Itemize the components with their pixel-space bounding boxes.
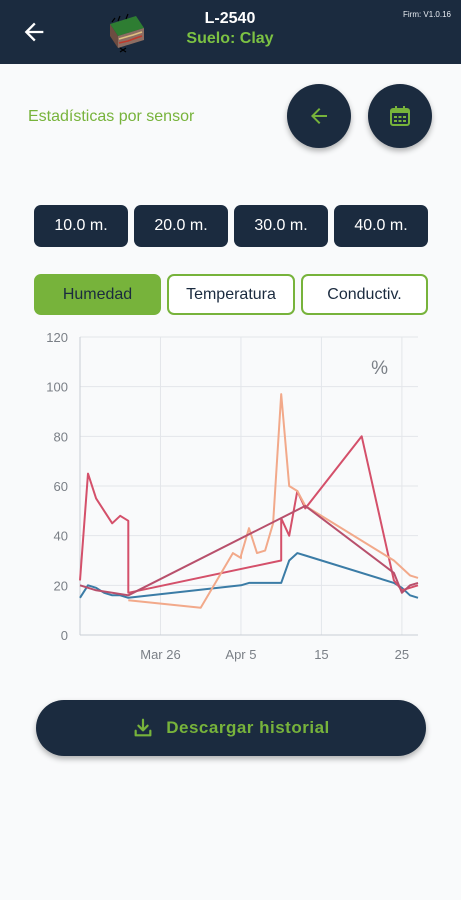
unit-label: % [371, 358, 388, 379]
depth-button-10[interactable]: 10.0 m. [34, 205, 128, 247]
y-tick-label: 20 [54, 578, 68, 593]
y-tick-label: 0 [61, 628, 68, 643]
depth-button-30[interactable]: 30.0 m. [234, 205, 328, 247]
tab-temperatura[interactable]: Temperatura [167, 274, 295, 315]
y-tick-label: 120 [46, 330, 68, 345]
device-title: L-2540 [204, 10, 256, 27]
x-tick-label: Mar 26 [140, 647, 180, 662]
series-line-2 [79, 435, 419, 594]
depth-button-20[interactable]: 20.0 m. [134, 205, 228, 247]
tab-humedad[interactable]: Humedad [34, 274, 161, 315]
calendar-button[interactable] [368, 84, 432, 148]
download-label: Descargar historial [166, 718, 330, 737]
series-line-1 [79, 552, 419, 599]
stats-back-button[interactable] [287, 84, 351, 148]
x-tick-label: Apr 5 [225, 647, 256, 662]
download-icon [134, 718, 152, 737]
y-tick-label: 40 [54, 529, 68, 544]
depth-button-40[interactable]: 40.0 m. [334, 205, 428, 247]
soil-logo-icon [110, 13, 144, 53]
y-tick-label: 80 [54, 429, 68, 444]
tab-conductividad[interactable]: Conductiv. [301, 274, 428, 315]
download-history-button[interactable]: Descargar historial [36, 700, 426, 756]
app-bar: L-2540 Suelo: Clay Firm: V1.0.16 [0, 0, 461, 64]
x-tick-label: 25 [395, 647, 409, 662]
x-tick-label: 15 [314, 647, 328, 662]
arrow-left-icon[interactable] [20, 18, 48, 46]
y-tick-label: 60 [54, 479, 68, 494]
y-tick-label: 100 [46, 380, 68, 395]
series-line-3 [128, 393, 419, 609]
soil-type-label: Suelo: Clay [186, 30, 274, 47]
arrow-left-icon [311, 108, 327, 124]
calendar-icon [390, 106, 410, 126]
firmware-version: Firm: V1.0.16 [402, 10, 451, 19]
stats-label: Estadísticas por sensor [28, 108, 195, 125]
series-line-4 [79, 504, 419, 597]
humidity-chart: 0 20 40 60 80 100 120 Mar 26 Apr 5 15 25% [46, 330, 419, 662]
